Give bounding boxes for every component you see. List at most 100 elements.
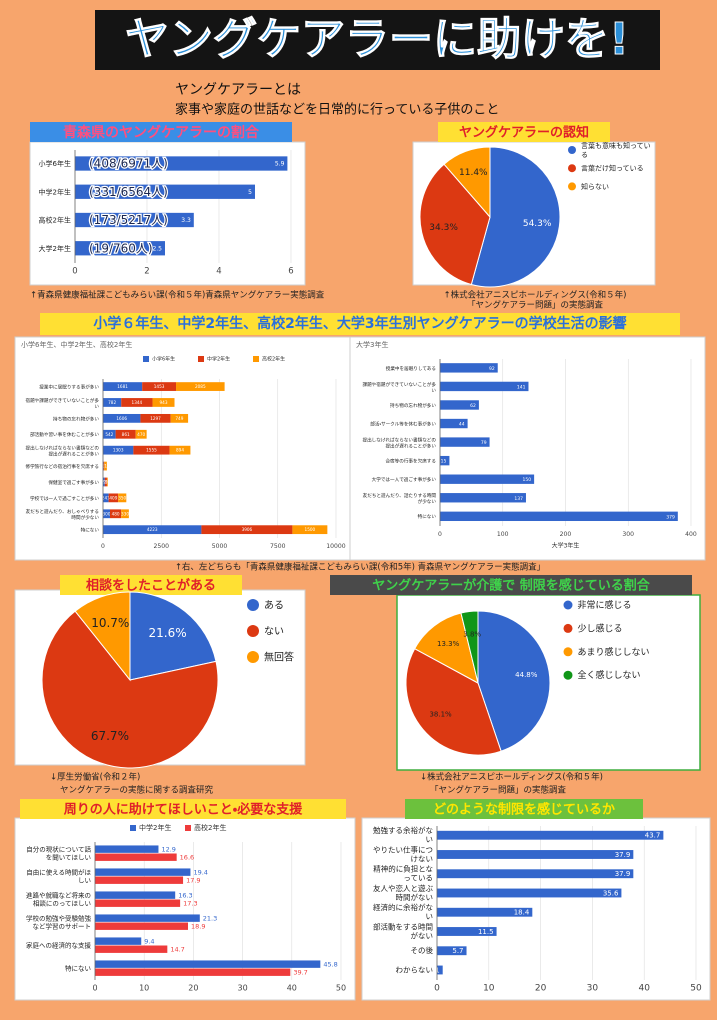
x-tick-label: 10 [483, 984, 495, 994]
pie-slice [405, 648, 502, 756]
legend-swatch [253, 356, 259, 362]
value-label: 2.5 [152, 245, 162, 252]
bar [95, 937, 142, 945]
y-tick-label: 修学旅行などの宿泊行事を欠席する [25, 463, 99, 470]
slice-label: 34.3% [429, 223, 458, 233]
bar [95, 960, 321, 968]
slice-label: 54.3% [523, 219, 552, 229]
bar [103, 477, 105, 487]
value-label: 409 [109, 495, 117, 500]
chart-panel [349, 336, 706, 561]
chart-header [20, 799, 346, 819]
x-tick-label: 5000 [212, 543, 228, 550]
bar [95, 868, 191, 876]
bar [95, 845, 159, 853]
chart-header [30, 122, 292, 142]
value-label: 19.4 [193, 869, 207, 877]
bar [75, 241, 165, 256]
y-tick-label: その後 [411, 945, 434, 955]
bar [103, 461, 105, 471]
y-tick-label: 高校2年生 [39, 216, 71, 225]
value-label: 480 [112, 511, 120, 516]
bar [437, 907, 533, 917]
y-tick-label: 部活動をする時間がない [373, 921, 433, 940]
legend-label: 無回答 [264, 651, 294, 664]
value-label: 894 [176, 448, 184, 453]
bar [103, 413, 141, 423]
y-tick-label: 友だちと遊んだり、おしゃべりする時間が少ない [26, 508, 100, 521]
legend-marker [568, 146, 576, 154]
y-tick-label: 進路や就職など将来の相談にのってほしい [26, 891, 91, 908]
value-label: 92 [489, 366, 495, 372]
legend-label: ある [264, 600, 284, 612]
chart-title: ヤングケアラーが介護で 制限を感じている割合 [372, 578, 651, 594]
legend-marker [563, 600, 573, 610]
value-label: 350 [118, 495, 126, 500]
poster-title: ヤングケアラーに助けを! [125, 14, 629, 65]
y-tick-label: 大学では一人で過ごす事が多い [372, 476, 437, 483]
legend-label: 言葉だけ知っている [581, 164, 644, 173]
slice-label: 21.6% [148, 626, 186, 640]
value-label: 542 [105, 432, 113, 437]
legend-label: あまり感じしない [578, 646, 650, 658]
y-tick-label: 特にない [65, 964, 91, 973]
source-note: ↑株式会社アニスピホールディングス(令和５年) [444, 290, 627, 301]
y-tick-label: 宿題や課題ができていないことが多い [25, 396, 99, 409]
value-label: 141 [517, 384, 526, 390]
chart-title: 相談をしたことがある [86, 578, 216, 594]
chart-subtitle: 大学3年生 [356, 340, 388, 349]
value-label: 27 [101, 464, 107, 469]
y-tick-label: 課題や宿題ができていないことが多い [362, 380, 436, 393]
y-tick-label: 提出しなければならない書類などの提出が遅れることが多い [362, 436, 436, 449]
legend-label: 非常に感じる [578, 599, 632, 611]
pie-slice [443, 146, 491, 219]
value-label: 470 [137, 432, 145, 437]
pie-slice [74, 591, 131, 682]
bar [104, 477, 107, 487]
bar-annotation: (408/6971人) [89, 157, 168, 171]
slice-label: 38.1% [429, 711, 452, 719]
legend-label: 高校2年生 [262, 356, 285, 363]
bar [440, 418, 468, 429]
x-tick-label: 50 [690, 984, 702, 994]
source-note: ↓株式会社アニスピホールディングス(令和５年) [420, 772, 603, 783]
bar [103, 525, 202, 535]
source-note: ↑青森県健康福祉課こどもみらい課(令和５年)青森県ヤングケアラー実態調査 [30, 290, 325, 301]
y-tick-label: 家庭への経済的な支援 [26, 941, 92, 950]
x-tick-label: 40 [287, 984, 297, 993]
x-tick-label: 10 [139, 984, 149, 993]
legend-swatch [130, 825, 136, 831]
bar [140, 413, 171, 423]
chart-panel [361, 817, 711, 1001]
value-label: 4223 [147, 527, 158, 532]
bar [437, 830, 664, 840]
y-tick-label: 学校では一人で過ごすことが多い [30, 495, 99, 502]
y-tick-label: 持ち物の忘れ物が多い [53, 415, 99, 422]
slice-label: 3.8% [463, 630, 481, 638]
bar [95, 853, 177, 861]
bar [95, 876, 184, 884]
bar [437, 946, 467, 956]
legend-label: 少し感じる [578, 622, 623, 634]
pie-slice [419, 163, 491, 286]
bar [437, 850, 634, 859]
legend-marker [568, 182, 576, 191]
chart-header [405, 799, 643, 819]
bar-annotation: (19/760人) [89, 241, 153, 255]
legend-label: 言葉も意味も知っている [581, 141, 651, 159]
chart-subtitle: 小学6年生、中学2年生、高校2年生 [21, 340, 132, 349]
y-tick-label: 部活動や習い事を休むことが多い [30, 431, 99, 438]
value-label: 77 [101, 479, 107, 484]
value-label: 150 [523, 477, 532, 483]
bar [437, 965, 443, 975]
value-label: 1500 [305, 527, 316, 532]
value-label: 16.3 [178, 892, 192, 900]
value-label: 11.5 [478, 928, 494, 936]
chart-title: どのような制限を感じているか [433, 802, 615, 818]
bar [103, 382, 143, 391]
value-label: 300 [102, 511, 110, 516]
y-tick-label: 友人や恋人と遊ぶ時間がない [373, 883, 433, 902]
value-label: 1606 [116, 416, 127, 421]
value-label: 5.7 [452, 947, 463, 955]
